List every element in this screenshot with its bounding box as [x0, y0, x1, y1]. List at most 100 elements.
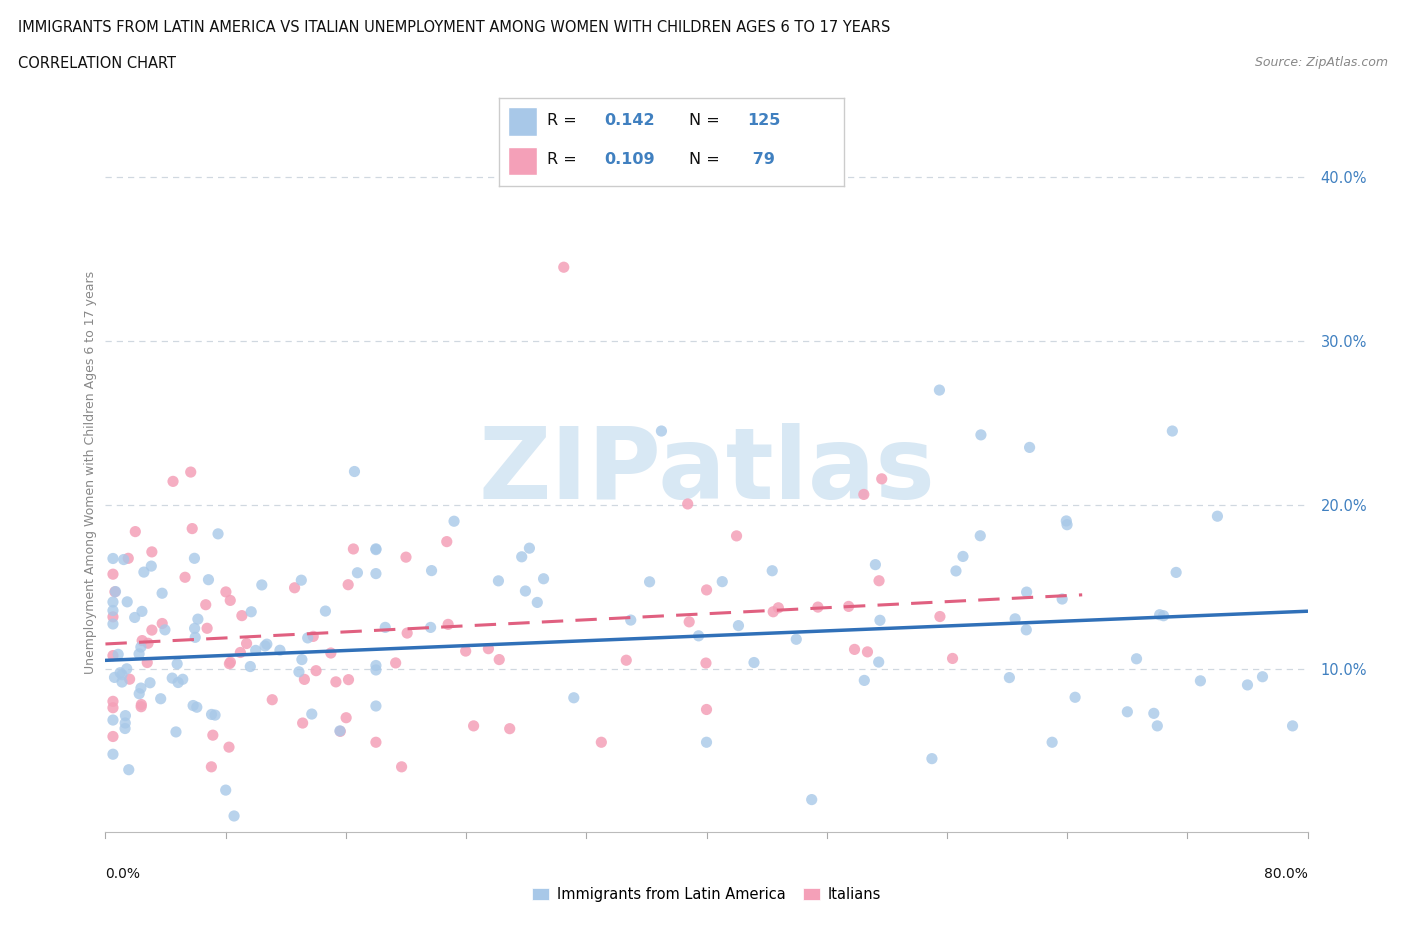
Point — [114, 715, 136, 730]
Point — [1251, 670, 1274, 684]
Point — [1143, 706, 1166, 721]
Point — [207, 526, 229, 541]
Point — [762, 604, 785, 619]
Point — [463, 719, 485, 734]
Point — [180, 465, 202, 480]
Point — [132, 565, 155, 579]
Point — [742, 655, 765, 670]
Point — [101, 712, 124, 727]
Text: 0.142: 0.142 — [605, 113, 655, 127]
Point — [181, 521, 204, 536]
Point — [245, 643, 267, 658]
Point — [1153, 608, 1175, 623]
Point — [364, 566, 387, 581]
Point — [870, 472, 893, 486]
Point — [124, 610, 146, 625]
Point — [128, 646, 150, 661]
Point — [364, 698, 387, 713]
Point — [1040, 735, 1063, 750]
Point — [929, 609, 952, 624]
Point — [1015, 585, 1038, 600]
Point — [101, 551, 124, 566]
Point — [638, 575, 661, 590]
Y-axis label: Unemployment Among Women with Children Ages 6 to 17 years: Unemployment Among Women with Children A… — [84, 271, 97, 673]
Point — [727, 618, 749, 633]
Point — [1189, 673, 1212, 688]
Point — [292, 672, 315, 687]
Text: IMMIGRANTS FROM LATIN AMERICA VS ITALIAN UNEMPLOYMENT AMONG WOMEN WITH CHILDREN : IMMIGRANTS FROM LATIN AMERICA VS ITALIAN… — [18, 20, 890, 35]
Text: N =: N = — [689, 152, 724, 166]
Point — [218, 657, 240, 671]
Point — [620, 613, 643, 628]
Point — [477, 642, 499, 657]
Point — [218, 739, 240, 754]
Point — [290, 573, 312, 588]
Point — [952, 549, 974, 564]
Point — [696, 702, 718, 717]
Point — [101, 729, 124, 744]
Point — [1125, 651, 1147, 666]
Point — [101, 694, 124, 709]
Point — [436, 534, 458, 549]
Point — [364, 542, 387, 557]
Point — [305, 663, 328, 678]
Point — [553, 259, 575, 274]
Point — [488, 652, 510, 667]
Point — [941, 651, 963, 666]
Point — [129, 681, 152, 696]
Point — [562, 690, 585, 705]
Point — [131, 698, 153, 712]
Text: R =: R = — [547, 113, 582, 127]
Point — [107, 647, 129, 662]
Point — [928, 382, 950, 397]
Point — [128, 686, 150, 701]
Point — [101, 566, 124, 581]
Point — [921, 751, 943, 766]
Point — [215, 783, 238, 798]
Point — [1236, 677, 1258, 692]
Point — [852, 487, 875, 502]
Point — [696, 582, 718, 597]
Point — [136, 655, 159, 670]
Point — [101, 617, 124, 631]
Point — [201, 728, 224, 743]
Point — [187, 612, 209, 627]
Point — [160, 671, 183, 685]
Point — [395, 550, 418, 565]
Point — [335, 711, 357, 725]
Point — [104, 584, 127, 599]
Point — [288, 664, 311, 679]
Point — [676, 497, 699, 512]
Point — [1161, 423, 1184, 438]
Point — [150, 616, 173, 631]
Point — [269, 643, 291, 658]
Point — [197, 572, 219, 587]
Point — [256, 637, 278, 652]
Point — [486, 574, 509, 589]
Point — [499, 722, 522, 737]
Point — [337, 578, 360, 592]
Point — [129, 640, 152, 655]
Point — [200, 707, 222, 722]
Point — [219, 593, 242, 608]
Point — [204, 708, 226, 723]
Point — [167, 675, 190, 690]
Point — [1015, 622, 1038, 637]
Point — [533, 571, 555, 586]
Point — [239, 659, 262, 674]
Point — [174, 570, 197, 585]
Point — [1018, 440, 1040, 455]
Point — [131, 604, 153, 618]
Point — [291, 715, 314, 730]
Point — [124, 525, 146, 539]
Point — [166, 657, 188, 671]
Point — [101, 747, 124, 762]
Point — [711, 574, 734, 589]
Text: N =: N = — [689, 113, 724, 127]
Point — [725, 528, 748, 543]
Point — [437, 617, 460, 631]
Point — [1050, 591, 1073, 606]
Point — [172, 671, 194, 686]
Point — [149, 691, 172, 706]
Point — [141, 544, 163, 559]
